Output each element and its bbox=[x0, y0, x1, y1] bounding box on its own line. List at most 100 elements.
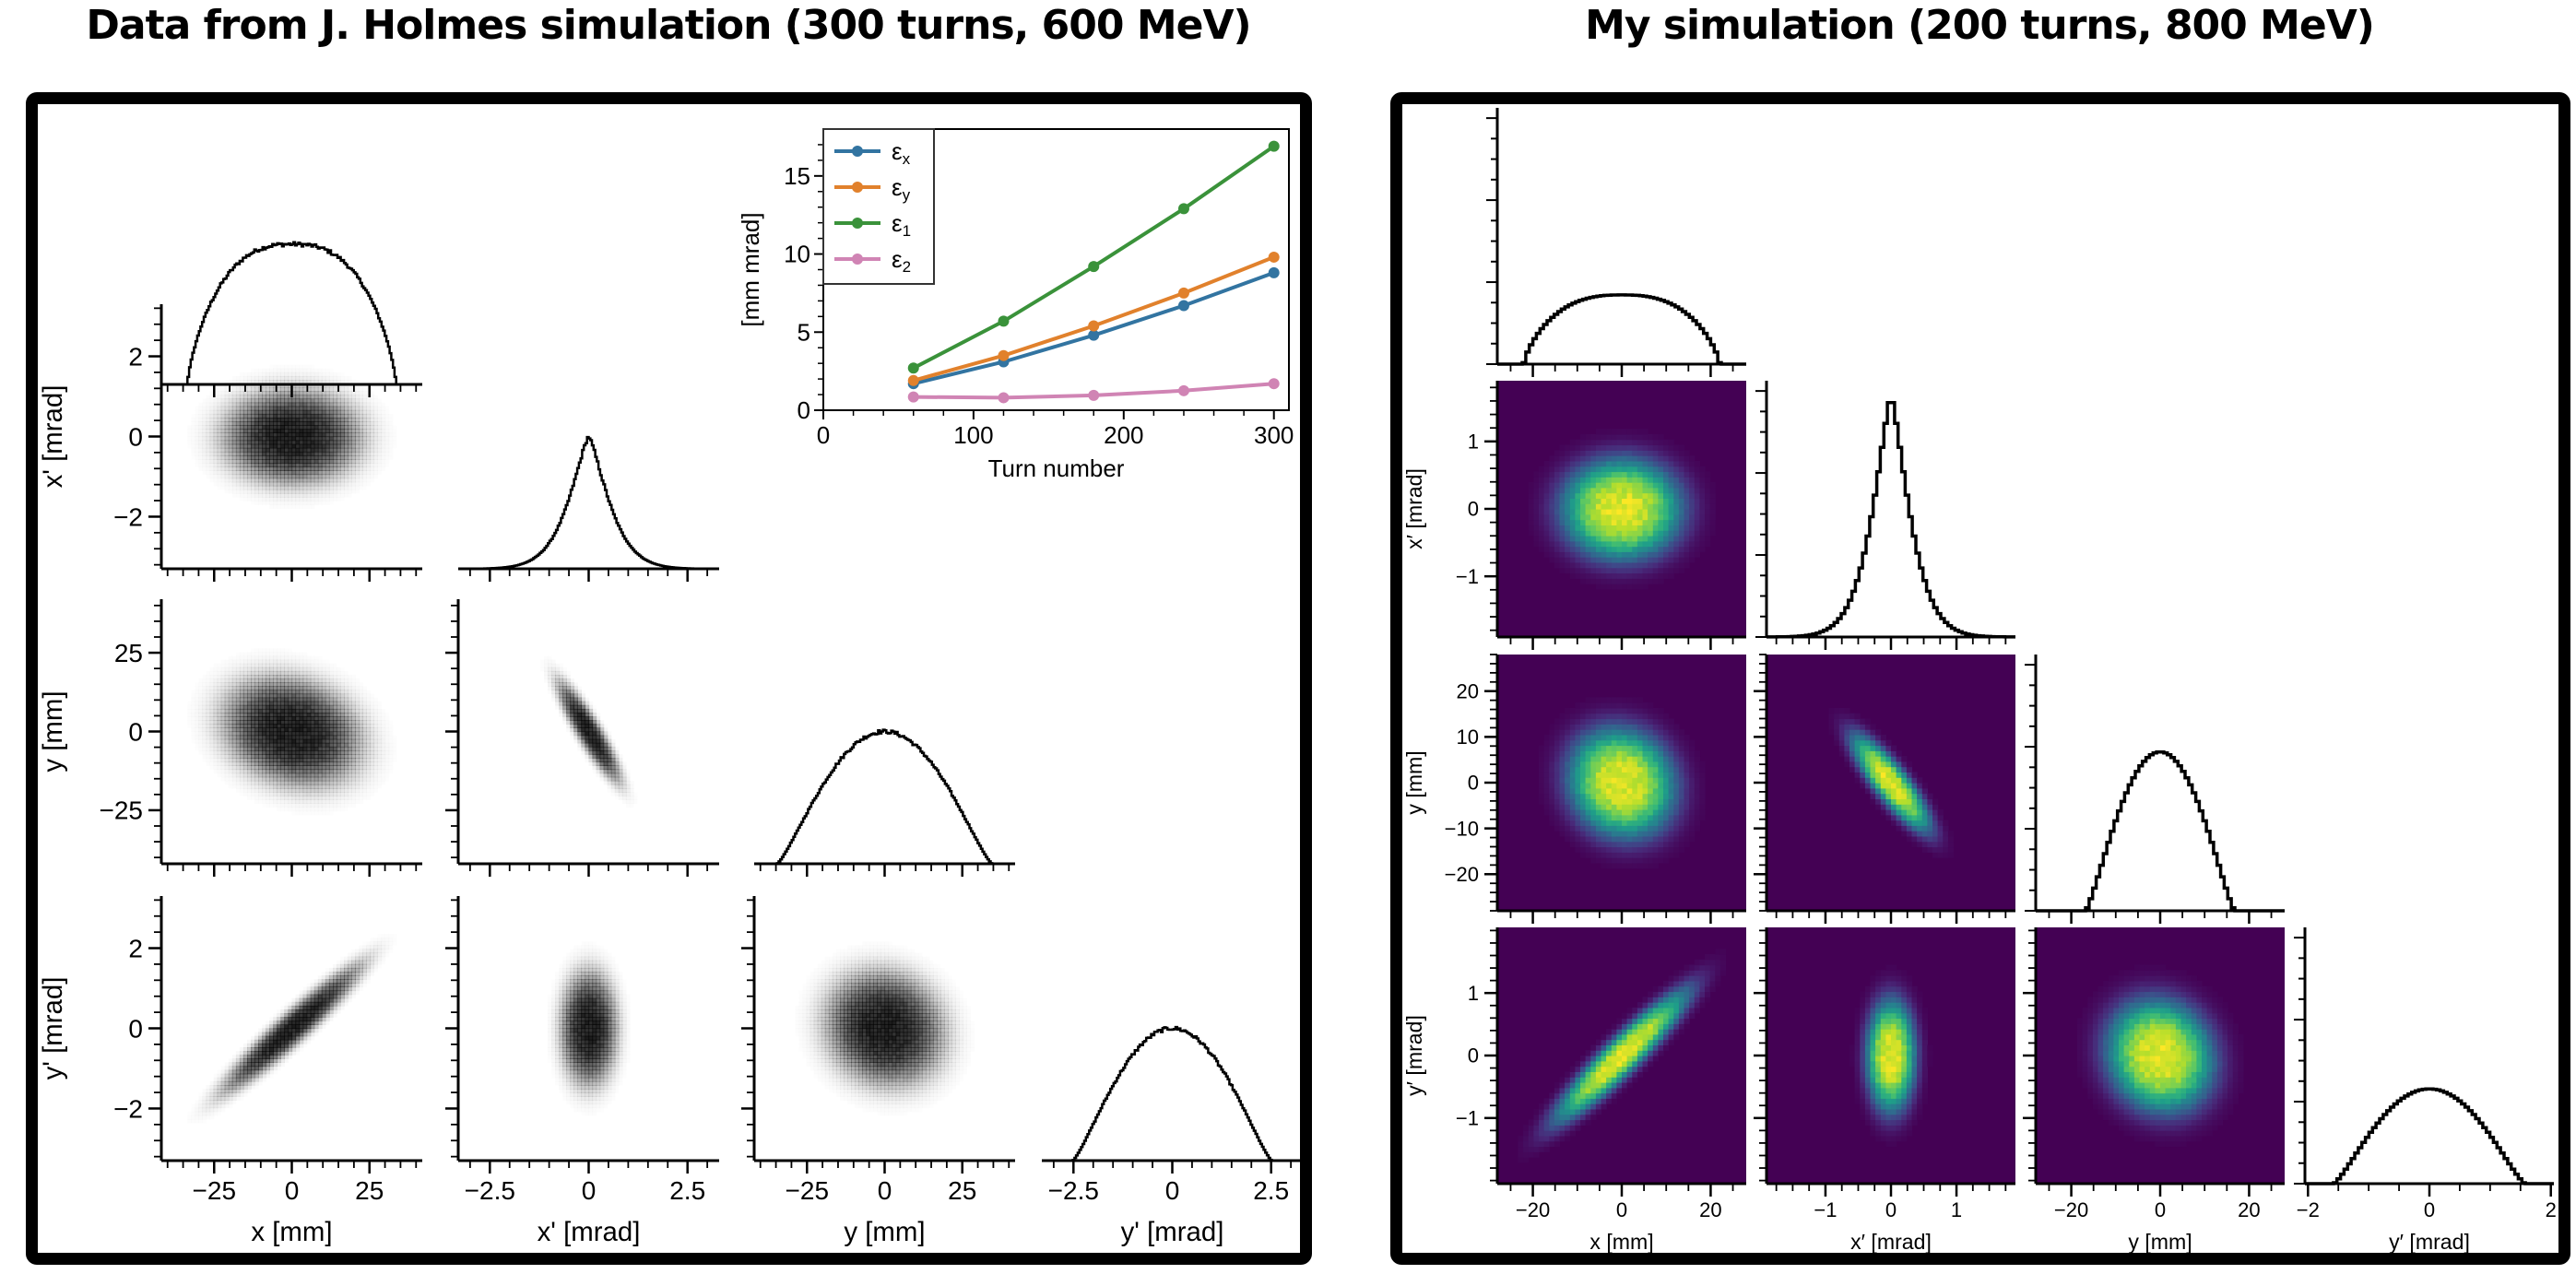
density-pixel bbox=[559, 682, 563, 687]
density-pixel bbox=[242, 716, 248, 721]
density-pixel bbox=[269, 769, 274, 774]
density-pixel bbox=[291, 474, 297, 479]
density-pixel bbox=[251, 1036, 255, 1041]
density-pixel bbox=[340, 455, 345, 460]
density-pixel bbox=[377, 761, 383, 766]
density-pixel bbox=[240, 1047, 244, 1052]
density-pixel bbox=[247, 481, 252, 487]
density-pixel bbox=[325, 780, 330, 785]
density-pixel bbox=[610, 758, 616, 762]
density-pixel bbox=[187, 444, 192, 449]
density-pixel bbox=[348, 994, 352, 999]
density-pixel bbox=[228, 746, 233, 751]
density-pixel bbox=[288, 463, 293, 467]
density-pixel bbox=[235, 720, 241, 725]
density-pixel bbox=[300, 811, 304, 816]
density-pixel bbox=[306, 489, 312, 494]
density-pixel bbox=[266, 459, 270, 464]
density-pixel bbox=[577, 738, 583, 744]
density-pixel bbox=[295, 761, 301, 766]
density-pixel bbox=[273, 803, 278, 808]
density-pixel bbox=[373, 447, 379, 453]
density-pixel bbox=[266, 395, 270, 400]
density-pixel bbox=[231, 447, 237, 453]
density-pixel bbox=[344, 704, 349, 710]
density-pixel bbox=[559, 964, 563, 969]
density-pixel bbox=[589, 761, 594, 766]
density-pixel bbox=[220, 686, 226, 690]
density-pixel bbox=[288, 784, 293, 789]
density-pixel bbox=[344, 758, 349, 762]
density-pixel bbox=[321, 421, 326, 426]
density-pixel bbox=[288, 765, 293, 771]
density-pixel bbox=[389, 425, 394, 430]
density-pixel bbox=[258, 481, 263, 487]
density-pixel bbox=[236, 784, 241, 789]
density-pixel bbox=[359, 704, 363, 710]
density-pixel bbox=[355, 413, 360, 419]
density-pixel bbox=[359, 451, 363, 456]
density-pixel bbox=[302, 478, 308, 483]
density-pixel bbox=[203, 463, 207, 467]
density-pixel bbox=[299, 693, 304, 699]
density-pixel bbox=[570, 693, 574, 699]
density-pixel bbox=[195, 686, 199, 690]
density-pixel bbox=[366, 963, 372, 969]
density-pixel bbox=[348, 953, 352, 958]
density-pixel bbox=[313, 678, 319, 683]
density-pixel bbox=[562, 1001, 567, 1007]
density-pixel bbox=[381, 738, 386, 744]
density-pixel bbox=[277, 1009, 281, 1014]
density-pixel bbox=[310, 983, 315, 987]
density-pixel bbox=[288, 682, 293, 687]
density-pixel bbox=[206, 704, 211, 710]
density-pixel bbox=[258, 716, 263, 721]
density-pixel bbox=[195, 720, 199, 725]
density-pixel bbox=[242, 398, 248, 404]
density-pixel bbox=[228, 727, 233, 733]
density-pixel bbox=[366, 443, 372, 449]
density-pixel bbox=[355, 409, 360, 415]
density-pixel bbox=[229, 1058, 233, 1063]
density-pixel bbox=[213, 421, 219, 426]
density-pixel bbox=[310, 402, 315, 407]
density-pixel bbox=[385, 777, 390, 782]
density-pixel bbox=[373, 720, 379, 725]
density-pixel bbox=[340, 443, 345, 449]
density-pixel bbox=[355, 776, 360, 782]
density-pixel bbox=[306, 675, 312, 679]
density-pixel bbox=[373, 436, 379, 442]
density-pixel bbox=[588, 731, 594, 737]
density-pixel bbox=[198, 440, 204, 445]
density-pixel bbox=[317, 463, 323, 467]
density-pixel bbox=[254, 754, 259, 759]
density-pixel bbox=[262, 773, 266, 778]
density-pixel bbox=[313, 478, 319, 483]
density-pixel bbox=[378, 399, 383, 404]
density-pixel bbox=[292, 811, 297, 816]
density-pixel bbox=[348, 765, 352, 771]
density-pixel bbox=[213, 432, 219, 438]
density-pixel bbox=[224, 413, 230, 419]
density-pixel bbox=[291, 436, 297, 442]
density-pixel bbox=[573, 701, 578, 706]
density-pixel bbox=[328, 383, 334, 388]
density-pixel bbox=[288, 704, 293, 710]
density-pixel bbox=[299, 436, 304, 442]
density-pixel bbox=[310, 1005, 315, 1010]
density-pixel bbox=[321, 493, 326, 498]
density-pixel bbox=[239, 716, 244, 721]
density-pixel bbox=[269, 429, 274, 433]
density-pixel bbox=[254, 451, 259, 456]
density-pixel bbox=[333, 1009, 337, 1014]
density-pixel bbox=[195, 425, 199, 430]
density-pixel bbox=[588, 708, 594, 714]
density-pixel bbox=[548, 1040, 552, 1044]
density-pixel bbox=[317, 485, 323, 490]
density-pixel bbox=[355, 765, 360, 771]
density-pixel bbox=[555, 1028, 560, 1033]
density-pixel bbox=[210, 754, 215, 759]
density-pixel bbox=[348, 486, 352, 490]
density-pixel bbox=[573, 713, 578, 717]
density-pixel bbox=[277, 773, 281, 778]
